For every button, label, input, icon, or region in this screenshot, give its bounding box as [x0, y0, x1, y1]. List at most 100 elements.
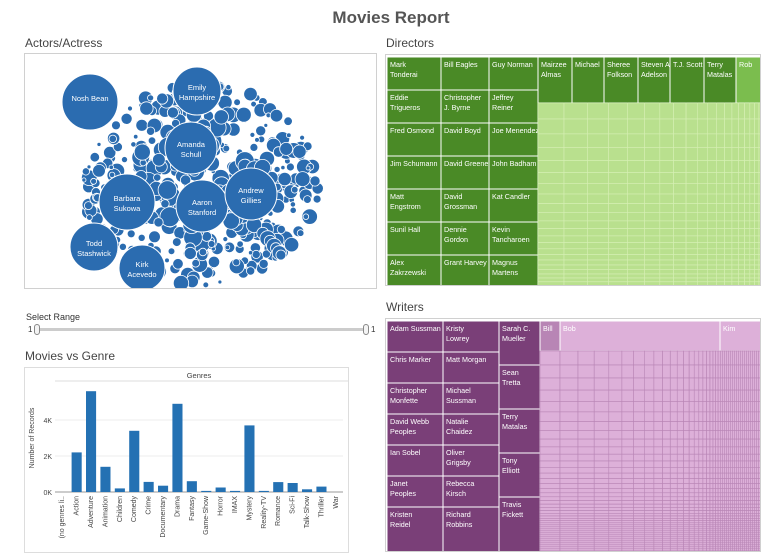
director-small-cell[interactable] [608, 212, 628, 222]
writer-small-cell[interactable] [539, 438, 561, 448]
writer-small-cell[interactable] [709, 460, 714, 468]
director-small-cell[interactable] [696, 203, 708, 213]
writer-small-cell[interactable] [706, 513, 711, 517]
writer-small-cell[interactable] [688, 483, 695, 489]
director-small-cell[interactable] [608, 183, 628, 195]
writer-small-cell[interactable] [702, 528, 707, 532]
director-small-cell[interactable] [754, 212, 760, 222]
writer-small-cell[interactable] [593, 532, 610, 536]
actor-bubble[interactable] [156, 92, 169, 105]
actor-bubble[interactable] [303, 195, 312, 204]
writer-small-cell[interactable] [759, 526, 761, 530]
director-small-cell[interactable] [706, 228, 717, 237]
writer-small-cell[interactable] [717, 350, 721, 366]
actor-bubble[interactable] [225, 84, 232, 91]
writer-small-cell[interactable] [712, 546, 717, 550]
director-small-cell[interactable] [587, 220, 609, 229]
writer-small-cell[interactable] [683, 364, 690, 379]
actor-bubble[interactable] [111, 120, 121, 131]
director-small-cell[interactable] [731, 133, 739, 149]
writer-small-cell[interactable] [676, 364, 684, 379]
actor-bubble[interactable] [207, 255, 221, 268]
actor-bubble[interactable] [305, 165, 311, 171]
writer-small-cell[interactable] [653, 503, 663, 508]
director-small-cell[interactable] [731, 193, 739, 204]
writer-small-cell[interactable] [653, 401, 663, 413]
director-small-cell[interactable] [608, 193, 628, 204]
director-small-cell[interactable] [749, 273, 755, 279]
director-small-cell[interactable] [724, 264, 733, 270]
director-small-cell[interactable] [738, 281, 745, 286]
genre-bar[interactable] [158, 485, 169, 492]
writer-small-cell[interactable] [669, 453, 678, 462]
director-small-cell[interactable] [749, 203, 755, 213]
writer-small-cell[interactable] [688, 411, 695, 422]
writer-small-cell[interactable] [621, 513, 634, 517]
actor-bubble[interactable] [118, 242, 127, 251]
writer-small-cell[interactable] [693, 478, 700, 485]
writer-small-cell[interactable] [643, 496, 655, 501]
actor-bubble[interactable] [279, 142, 294, 156]
director-small-cell[interactable] [644, 248, 661, 255]
writer-small-cell[interactable] [676, 510, 684, 514]
writer-small-cell[interactable] [559, 496, 579, 501]
writer-small-cell[interactable] [757, 503, 760, 508]
writer-small-cell[interactable] [706, 350, 711, 366]
writer-small-cell[interactable] [693, 389, 700, 402]
writer-small-cell[interactable] [709, 503, 714, 508]
writer-small-cell[interactable] [653, 350, 663, 366]
writer-small-cell[interactable] [633, 546, 645, 550]
writer-small-cell[interactable] [593, 520, 610, 524]
writer-small-cell[interactable] [702, 536, 707, 540]
director-small-cell[interactable] [644, 269, 661, 275]
writer-small-cell[interactable] [715, 526, 719, 530]
writer-small-cell[interactable] [633, 503, 645, 508]
director-small-cell[interactable] [644, 259, 661, 266]
writer-small-cell[interactable] [715, 446, 719, 455]
director-small-cell[interactable] [731, 228, 739, 237]
writer-small-cell[interactable] [539, 538, 561, 542]
director-small-cell[interactable] [706, 172, 717, 184]
writer-small-cell[interactable] [593, 467, 610, 474]
writer-small-cell[interactable] [676, 520, 684, 524]
writer-small-cell[interactable] [688, 401, 695, 413]
director-small-cell[interactable] [754, 133, 760, 149]
writer-small-cell[interactable] [688, 520, 695, 524]
director-small-cell[interactable] [749, 254, 755, 261]
director-small-cell[interactable] [563, 228, 588, 237]
writer-small-cell[interactable] [621, 548, 634, 551]
writer-small-cell[interactable] [715, 496, 719, 501]
director-small-cell[interactable] [758, 133, 761, 149]
director-small-cell[interactable] [754, 235, 760, 243]
writer-small-cell[interactable] [559, 520, 579, 524]
writer-cell[interactable] [386, 413, 444, 446]
writer-small-cell[interactable] [712, 488, 717, 494]
actor-bubble-large[interactable] [69, 222, 119, 272]
actor-bubble[interactable] [283, 237, 300, 253]
writer-small-cell[interactable] [577, 542, 595, 546]
writer-small-cell[interactable] [702, 389, 707, 402]
actor-bubble[interactable] [269, 109, 284, 123]
writer-small-cell[interactable] [593, 510, 610, 514]
director-small-cell[interactable] [608, 259, 628, 266]
writer-small-cell[interactable] [669, 544, 678, 548]
writer-small-cell[interactable] [669, 377, 678, 391]
writer-small-cell[interactable] [621, 364, 634, 379]
writer-small-cell[interactable] [757, 518, 760, 521]
director-small-cell[interactable] [644, 277, 661, 283]
writer-small-cell[interactable] [712, 483, 717, 489]
director-small-cell[interactable] [563, 235, 588, 243]
writer-small-cell[interactable] [669, 483, 678, 489]
director-small-cell[interactable] [738, 259, 745, 266]
writer-small-cell[interactable] [706, 546, 711, 550]
writer-small-cell[interactable] [698, 522, 704, 526]
writer-small-cell[interactable] [577, 513, 595, 517]
writer-small-cell[interactable] [539, 550, 561, 552]
actor-bubble-large[interactable] [164, 121, 218, 175]
writer-small-cell[interactable] [643, 401, 655, 413]
writer-small-cell[interactable] [633, 472, 645, 479]
actor-bubble[interactable] [126, 229, 136, 239]
director-small-cell[interactable] [627, 183, 645, 195]
director-small-cell[interactable] [563, 172, 588, 184]
writer-small-cell[interactable] [608, 538, 623, 542]
